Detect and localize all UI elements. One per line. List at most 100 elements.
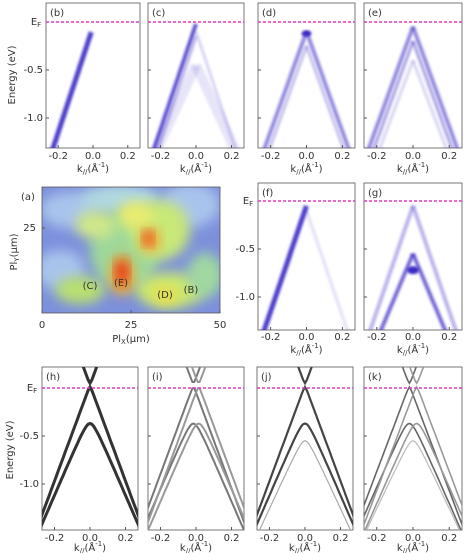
band xyxy=(152,63,201,148)
label-part: (Å xyxy=(190,541,201,553)
band xyxy=(42,383,138,520)
x-tick-label: 0.2 xyxy=(441,533,457,544)
map-x-title: PlX(μm) xyxy=(112,334,150,346)
x-tick-label: 0.0 xyxy=(82,533,98,544)
band xyxy=(372,40,415,148)
panel-plot xyxy=(152,23,240,148)
label-part: E xyxy=(31,17,37,28)
label-part: (Å xyxy=(299,541,310,553)
k-axis-title: k//(Å-1) xyxy=(290,161,322,176)
band xyxy=(258,440,352,530)
band xyxy=(268,45,308,148)
hotspot xyxy=(407,266,419,275)
label-part: E xyxy=(27,383,33,394)
label-part: (Å xyxy=(87,162,98,175)
label-part: F xyxy=(37,21,41,29)
label-part: E xyxy=(243,196,249,207)
label-part: ) xyxy=(425,345,429,356)
x-tick-label: 0.2 xyxy=(333,533,349,544)
panel-frame xyxy=(256,366,354,531)
band xyxy=(304,30,351,148)
band xyxy=(411,253,448,330)
label-part: // xyxy=(403,349,408,357)
y-tick-label: -1.0 xyxy=(23,113,43,124)
x-tick-label: 0.0 xyxy=(188,533,204,544)
band xyxy=(364,385,462,527)
panel-plot xyxy=(368,205,458,330)
label-part: -1 xyxy=(418,342,425,350)
label-part: -1 xyxy=(418,161,425,169)
panel-plot xyxy=(148,367,244,530)
band xyxy=(42,421,138,528)
x-tick-label: -0.2 xyxy=(48,151,68,162)
k-axis-title: k//(Å-1) xyxy=(289,540,321,553)
label-part: ) xyxy=(102,543,106,553)
k-axis-title: k//(Å-1) xyxy=(290,342,322,357)
label-part: -1 xyxy=(95,540,102,548)
band xyxy=(191,63,240,148)
band xyxy=(366,26,415,148)
x-tick-label: 50 xyxy=(214,320,227,331)
band xyxy=(257,384,353,518)
map-region xyxy=(143,231,153,245)
panel-plot xyxy=(50,31,94,148)
band xyxy=(257,422,353,527)
label-part: ) xyxy=(208,543,212,553)
label-part: -1 xyxy=(201,540,208,548)
x-tick-label: -0.2 xyxy=(367,533,387,544)
panel-label: (k) xyxy=(368,372,382,383)
label-part: ) xyxy=(105,164,109,175)
label-part: // xyxy=(83,168,88,176)
panel-label: (i) xyxy=(152,372,163,383)
label-part: -1 xyxy=(310,540,317,548)
band xyxy=(411,59,448,148)
label-part: ) xyxy=(425,543,429,553)
x-tick-label: 0.2 xyxy=(441,332,457,343)
panel-frame xyxy=(41,366,139,531)
label-part: -1 xyxy=(201,161,208,169)
x-tick-label: 25 xyxy=(125,320,138,331)
k-axis-title: k//(Å-1) xyxy=(74,540,106,553)
band xyxy=(411,26,460,148)
panel-plot xyxy=(42,367,138,528)
label-part: // xyxy=(186,547,191,553)
label-part: (Å xyxy=(407,541,418,553)
label-part: (Å xyxy=(407,162,418,175)
label-part: k xyxy=(289,543,295,553)
x-tick-label: -0.2 xyxy=(367,332,387,343)
panel-plot xyxy=(364,367,462,530)
band xyxy=(297,367,313,386)
band xyxy=(50,31,94,148)
band xyxy=(262,30,309,148)
band xyxy=(81,367,99,387)
x-tick-label: 0.0 xyxy=(299,332,315,343)
label-part: k xyxy=(290,164,296,175)
label-part: (Å xyxy=(407,343,418,356)
map-image xyxy=(42,187,220,313)
x-tick-label: 0.2 xyxy=(224,533,240,544)
x-tick-label: 0.2 xyxy=(334,332,350,343)
x-tick-label: 0.0 xyxy=(188,151,204,162)
x-tick-label: -0.2 xyxy=(261,332,281,343)
x-tick-label: -0.2 xyxy=(260,533,280,544)
band xyxy=(305,45,345,148)
panel-plot xyxy=(261,204,349,330)
panel-label: (f) xyxy=(262,188,273,199)
x-tick-label: -0.2 xyxy=(367,151,387,162)
label-part: (μm) xyxy=(126,334,150,345)
band xyxy=(152,23,198,148)
panel-plot xyxy=(257,367,353,530)
band xyxy=(305,210,349,330)
label-part: k xyxy=(180,164,186,175)
label-part: (Å xyxy=(301,162,312,175)
label-part: ) xyxy=(319,345,323,356)
label-part: // xyxy=(403,547,408,553)
y-tick-label: 25 xyxy=(23,223,36,234)
x-tick-label: -0.2 xyxy=(151,533,171,544)
k-axis-title: k//(Å-1) xyxy=(397,342,429,357)
k-axis-title: k//(Å-1) xyxy=(397,161,429,176)
x-tick-label: 0.2 xyxy=(120,151,136,162)
spot-label: (E) xyxy=(114,278,128,289)
x-tick-label: 0.0 xyxy=(297,533,313,544)
